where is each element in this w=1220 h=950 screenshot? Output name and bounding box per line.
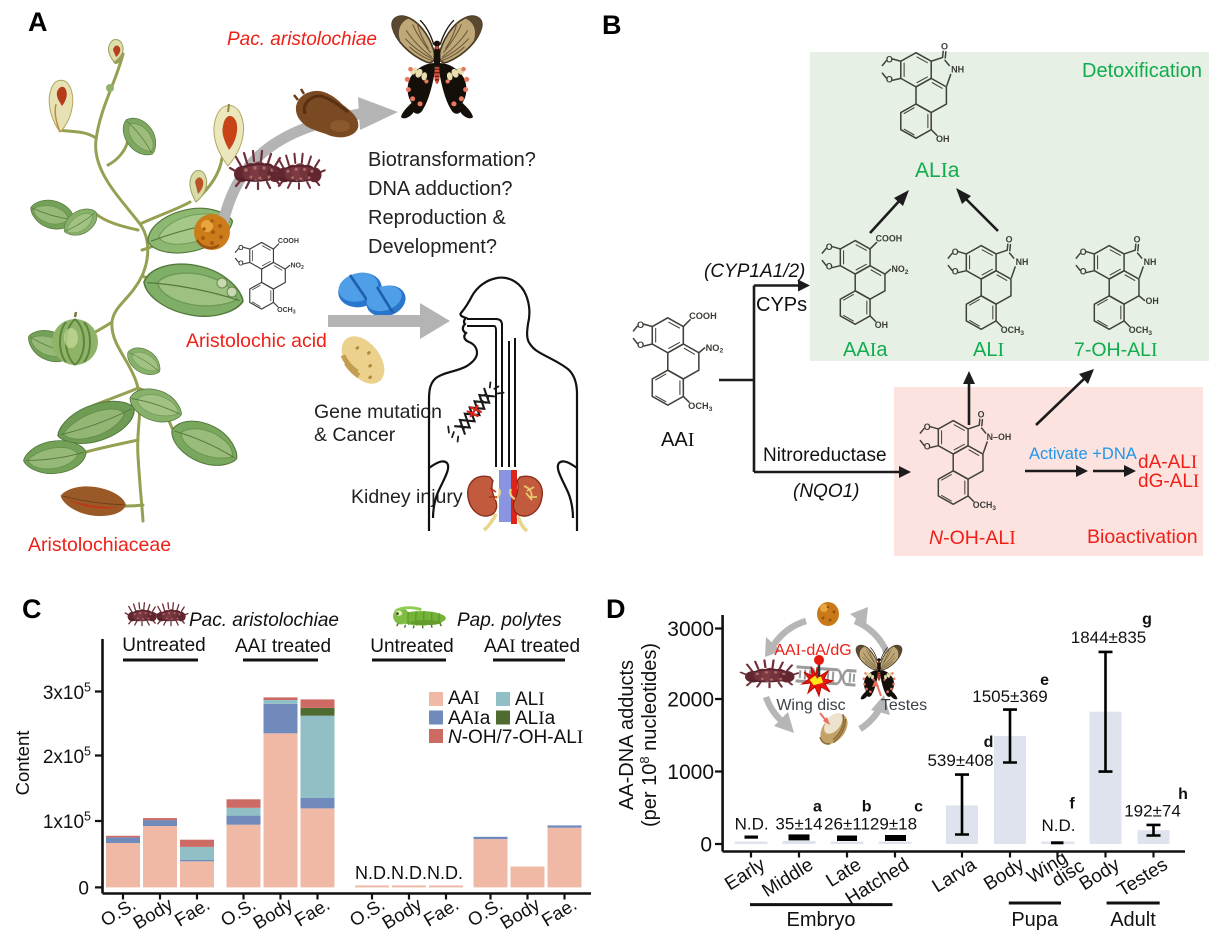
- svg-text:Bioactivation: Bioactivation: [1087, 526, 1198, 548]
- svg-text:N-OH/7-OH-ALI: N-OH/7-OH-ALI: [448, 727, 583, 748]
- svg-text:Nitroreductase: Nitroreductase: [763, 445, 887, 466]
- svg-text:AA-DNA adducts: AA-DNA adducts: [616, 660, 638, 810]
- svg-text:N-OH-ALI: N-OH-ALI: [929, 527, 1016, 549]
- svg-text:AAI: AAI: [448, 688, 480, 709]
- svg-text:Body: Body: [980, 854, 1028, 895]
- svg-text:2x105: 2x105: [43, 745, 91, 769]
- svg-text:Fae.: Fae.: [291, 893, 334, 930]
- svg-text:Content: Content: [12, 731, 33, 796]
- svg-text:539±408: 539±408: [927, 751, 993, 770]
- svg-text:d: d: [984, 734, 994, 751]
- svg-text:Gene mutation: Gene mutation: [314, 401, 442, 423]
- svg-text:(CYP1A1/2): (CYP1A1/2): [704, 261, 805, 282]
- svg-text:Development?: Development?: [368, 236, 497, 258]
- svg-text:Pac. aristolochiae: Pac. aristolochiae: [189, 610, 339, 631]
- svg-text:Reproduction &: Reproduction &: [368, 207, 507, 229]
- svg-text:Detoxification: Detoxification: [1082, 60, 1202, 82]
- svg-text:26±11: 26±11: [824, 815, 870, 834]
- svg-text:C: C: [22, 594, 42, 624]
- svg-text:N.D.: N.D.: [1042, 816, 1076, 835]
- svg-text:Activate +DNA: Activate +DNA: [1029, 445, 1137, 463]
- svg-text:ALI: ALI: [515, 689, 545, 710]
- svg-text:192±74: 192±74: [1124, 801, 1181, 820]
- svg-text:AAI-dA/dG: AAI-dA/dG: [774, 642, 851, 659]
- svg-text:Body: Body: [129, 893, 177, 933]
- svg-text:Adult: Adult: [1110, 909, 1156, 931]
- svg-text:Untreated: Untreated: [370, 636, 453, 657]
- svg-text:f: f: [1069, 796, 1075, 813]
- svg-text:Body: Body: [378, 893, 426, 933]
- svg-text:Pac. aristolochiae: Pac. aristolochiae: [227, 29, 377, 50]
- svg-text:Untreated: Untreated: [122, 635, 205, 656]
- svg-text:AAI: AAI: [661, 429, 694, 451]
- svg-text:D: D: [606, 594, 626, 624]
- svg-text:dA-ALI: dA-ALI: [1138, 452, 1197, 473]
- svg-text:N.D.N.D.N.D.: N.D.N.D.N.D.: [355, 863, 463, 883]
- svg-text:1000: 1000: [667, 761, 714, 784]
- svg-text:Larva: Larva: [929, 854, 981, 897]
- svg-text:Testes: Testes: [881, 697, 927, 714]
- svg-text:1x105: 1x105: [43, 810, 91, 834]
- svg-text:Fae.: Fae.: [538, 893, 581, 930]
- svg-text:N.D.: N.D.: [735, 815, 769, 834]
- svg-text:3000: 3000: [667, 618, 714, 641]
- svg-text:e: e: [1040, 672, 1049, 689]
- svg-text:Aristolochiaceae: Aristolochiaceae: [28, 534, 171, 556]
- svg-text:NH: NH: [1144, 257, 1157, 267]
- svg-text:NH: NH: [1016, 257, 1029, 267]
- svg-text:29±18: 29±18: [870, 815, 917, 834]
- svg-text:N–OH: N–OH: [987, 432, 1012, 442]
- svg-text:a: a: [813, 799, 822, 816]
- svg-text:0: 0: [78, 879, 89, 900]
- svg-text:Middle: Middle: [758, 854, 817, 901]
- svg-text:35±14: 35±14: [775, 815, 822, 834]
- svg-text:& Cancer: & Cancer: [314, 424, 396, 446]
- svg-text:(NQO1): (NQO1): [793, 481, 860, 502]
- svg-text:Wing disc: Wing disc: [776, 697, 845, 714]
- svg-text:7-OH-ALI: 7-OH-ALI: [1074, 339, 1157, 361]
- svg-text:Aristolochic acid: Aristolochic acid: [186, 330, 327, 352]
- svg-text:Biotransformation?: Biotransformation?: [368, 149, 536, 171]
- svg-text:Pupa: Pupa: [1011, 909, 1059, 931]
- svg-text:DNA adduction?: DNA adduction?: [368, 178, 513, 200]
- svg-text:B: B: [602, 10, 622, 40]
- svg-text:h: h: [1178, 786, 1188, 803]
- svg-text:Fae.: Fae.: [171, 893, 214, 930]
- svg-text:AAI treated: AAI treated: [484, 636, 580, 657]
- svg-text:A: A: [28, 7, 48, 37]
- svg-text:Embryo: Embryo: [787, 909, 856, 931]
- svg-text:ALIa: ALIa: [915, 158, 960, 182]
- svg-text:AAI treated: AAI treated: [235, 636, 331, 657]
- svg-text:b: b: [862, 799, 872, 816]
- svg-text:2000: 2000: [667, 689, 714, 712]
- svg-text:NH: NH: [951, 65, 964, 75]
- svg-text:AAIa: AAIa: [448, 708, 491, 729]
- svg-text:Body: Body: [496, 893, 544, 933]
- svg-text:dG-ALI: dG-ALI: [1138, 471, 1199, 492]
- svg-text:Testes: Testes: [1114, 854, 1172, 901]
- svg-text:g: g: [1142, 611, 1152, 628]
- svg-text:Body: Body: [249, 893, 297, 933]
- svg-text:0: 0: [700, 834, 712, 857]
- svg-text:3x105: 3x105: [43, 681, 91, 705]
- svg-text:1844±835: 1844±835: [1071, 628, 1147, 647]
- svg-text:CYPs: CYPs: [756, 294, 807, 316]
- svg-text:c: c: [914, 799, 923, 816]
- svg-text:OH: OH: [1145, 296, 1158, 306]
- svg-text:ALI: ALI: [973, 339, 1004, 361]
- svg-text:Pap. polytes: Pap. polytes: [457, 610, 562, 631]
- svg-text:(per 108 nucleotides): (per 108 nucleotides): [637, 643, 661, 827]
- svg-text:Fae.: Fae.: [420, 893, 463, 930]
- svg-text:Kidney injury: Kidney injury: [351, 486, 463, 508]
- svg-text:AAIa: AAIa: [843, 339, 888, 361]
- svg-text:1505±369: 1505±369: [972, 687, 1048, 706]
- svg-text:ALIa: ALIa: [515, 708, 556, 729]
